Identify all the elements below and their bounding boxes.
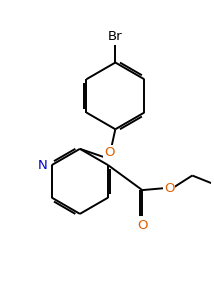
Text: N: N (38, 159, 48, 172)
Text: O: O (164, 181, 175, 194)
Text: O: O (137, 219, 147, 232)
Text: O: O (104, 146, 114, 159)
Text: Br: Br (108, 30, 123, 43)
